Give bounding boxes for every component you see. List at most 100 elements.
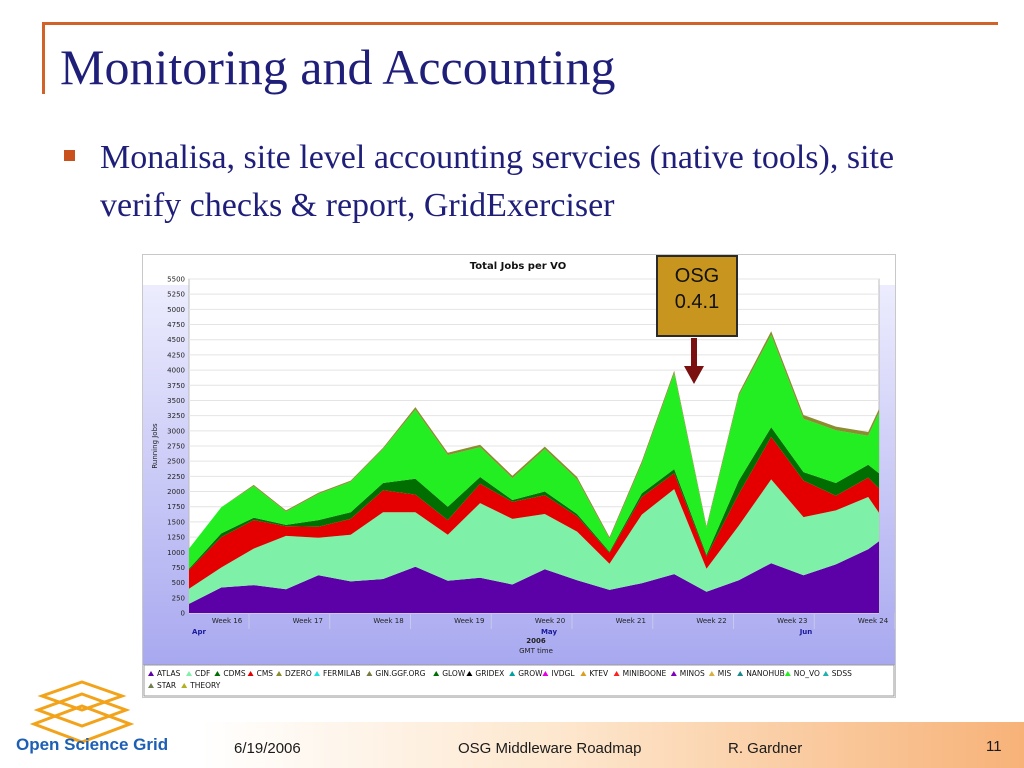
month-label: Jun (799, 628, 813, 636)
legend-label: CDF (195, 669, 210, 678)
jobs-chart: Total Jobs per VO 0 250 500 750 1000 1250 1500… (142, 254, 896, 698)
legend-label: MINOS (680, 669, 705, 678)
y-tick-label: 3000 (167, 427, 185, 435)
jobs-chart-svg: Total Jobs per VO 0 250 500 750 1000 1250 1500… (143, 255, 895, 697)
legend-swatch (366, 671, 373, 676)
legend-swatch (670, 671, 677, 676)
footer-title: OSG Middleware Roadmap (458, 740, 642, 757)
x-tick-label: Week 17 (293, 617, 323, 625)
legend-box (143, 664, 895, 697)
legend-swatch (466, 671, 473, 676)
footer-bar (200, 722, 1024, 768)
x-tick-label: Week 23 (777, 617, 807, 625)
legend-label: GLOW (442, 669, 466, 678)
callout-line-version: 0.4.1 (674, 291, 720, 313)
legend-swatch (580, 671, 587, 676)
y-tick-label: 2750 (167, 443, 185, 451)
y-tick-label: 2500 (167, 458, 185, 466)
callout-line-osg: OSG (674, 265, 720, 287)
x-tick-label: Week 19 (454, 617, 484, 625)
legend-swatch (148, 683, 154, 688)
y-tick-label: 4500 (167, 336, 185, 344)
x-tick-label: Week 24 (858, 617, 889, 625)
y-tick-label: 250 (172, 594, 185, 602)
y-tick-label: 500 (172, 579, 185, 587)
legend-label: SDSS (832, 669, 852, 678)
footer-author: R. Gardner (728, 740, 803, 757)
y-tick-label: 4000 (167, 367, 185, 375)
y-tick-label: 4250 (167, 351, 185, 359)
y-tick-label: 4750 (167, 321, 185, 329)
legend-swatch (314, 671, 320, 676)
legend-label: CDMS (223, 669, 245, 678)
y-tick-label: 2000 (167, 488, 185, 496)
legend-label: MINIBOONE (623, 669, 667, 678)
legend-swatch (613, 671, 620, 676)
month-label: Apr (192, 628, 206, 636)
x-axis-label: GMT time (519, 647, 553, 655)
stacked-areas (189, 331, 879, 613)
x-axis-ticks: Week 16 Week 17 Week 18 Week 19 Week 20 Week … (192, 613, 895, 636)
osg-logo-icon (29, 680, 135, 744)
frame-top-rule (42, 22, 998, 25)
logo-text: Open Science Grid (16, 735, 169, 754)
legend-swatch (186, 671, 192, 676)
area-no-vo (189, 334, 879, 569)
x-tick-label: Week 20 (535, 617, 565, 625)
legend-label: KTEV (589, 669, 609, 678)
area-cms (189, 436, 879, 589)
x-tick-label: Week 21 (616, 617, 646, 625)
y-tick-label: 3500 (167, 397, 185, 405)
legend-label: NO_VO (794, 669, 820, 678)
legend-label: STAR (157, 681, 176, 690)
year-label: 2006 (526, 637, 546, 645)
legend-swatch (276, 671, 282, 676)
legend-label: FERMILAB (323, 669, 361, 678)
legend-label: GROW (518, 669, 543, 678)
y-tick-label: 3750 (167, 382, 185, 390)
slide-title: Monitoring and Accounting (60, 39, 616, 95)
y-axis-label: Running Jobs (151, 423, 159, 469)
legend-label: GIN.GGF.ORG (375, 669, 425, 678)
y-tick-label: 5250 (167, 291, 185, 299)
y-tick-label: 1250 (167, 534, 185, 542)
legend-swatch (148, 671, 154, 676)
y-axis-ticks: 0 250 500 750 1000 1250 1500 1750 2000 2250 2500 27… (167, 276, 185, 618)
legend-label: CMS (257, 669, 274, 678)
legend-swatch (433, 671, 440, 676)
y-tick-label: 750 (172, 564, 185, 572)
y-tick-label: 0 (181, 610, 185, 618)
legend-swatch (509, 671, 516, 676)
frame-left-rule (42, 22, 45, 94)
legend-label: NANOHUB (746, 669, 785, 678)
area-cdf (189, 479, 879, 604)
legend-label: IVDGL (551, 669, 575, 678)
legend-swatch (542, 671, 549, 676)
bullet-square-icon (64, 150, 75, 161)
chart-title: Total Jobs per VO (470, 261, 566, 272)
legend-swatch (247, 671, 254, 676)
x-tick-label: Week 18 (373, 617, 403, 625)
legend-label: THEORY (189, 681, 221, 690)
legend-swatch (822, 671, 829, 676)
legend-swatch (181, 683, 188, 688)
osg-version-callout: OSG 0.4.1 (656, 255, 738, 337)
x-tick-label: Week 16 (212, 617, 243, 625)
page-number: 11 (986, 738, 1002, 755)
down-arrow-icon (684, 338, 704, 384)
footer-date: 6/19/2006 (234, 740, 301, 757)
month-label: May (541, 628, 557, 636)
legend-swatch (708, 671, 715, 676)
y-tick-label: 3250 (167, 412, 185, 420)
x-tick-label: Week 22 (696, 617, 726, 625)
legend-label: GRIDEX (475, 669, 504, 678)
y-tick-label: 5500 (167, 276, 185, 284)
legend-swatch (784, 671, 791, 676)
y-tick-label: 1500 (167, 518, 185, 526)
y-tick-label: 1000 (167, 549, 185, 557)
y-tick-label: 5000 (167, 306, 185, 314)
legend-label: ATLAS (157, 669, 181, 678)
y-tick-label: 1750 (167, 503, 185, 511)
legend-label: MIS (718, 669, 732, 678)
y-tick-label: 2250 (167, 473, 185, 481)
